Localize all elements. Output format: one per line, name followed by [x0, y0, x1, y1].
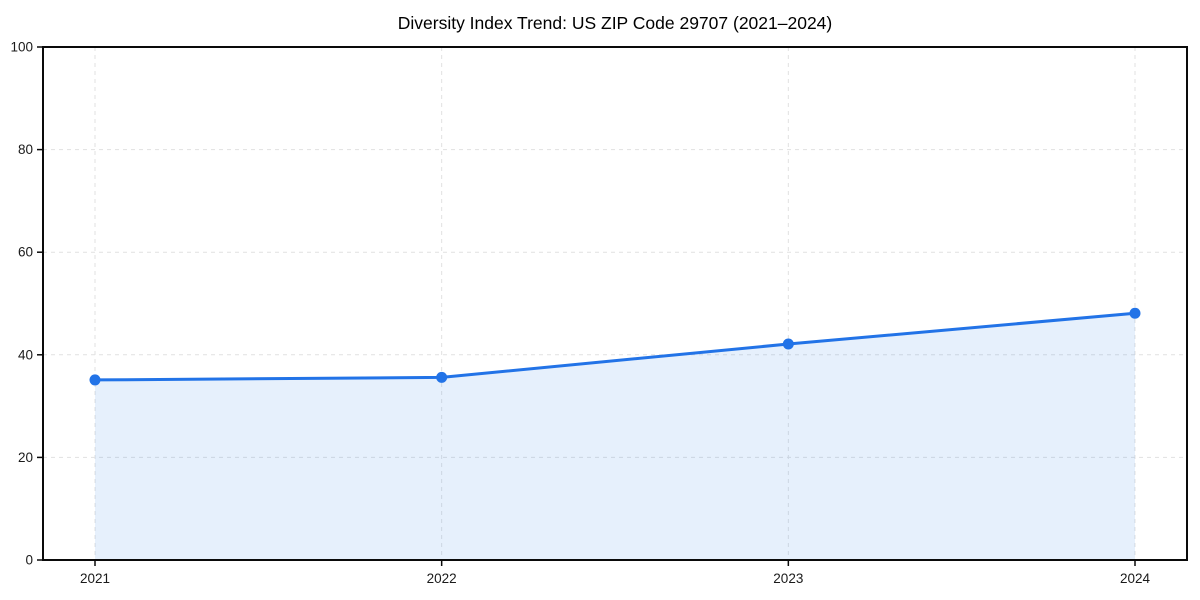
- x-tick-label-2024: 2024: [1120, 571, 1151, 586]
- x-tick-label-2021: 2021: [80, 571, 110, 586]
- chart-title: Diversity Index Trend: US ZIP Code 29707…: [398, 13, 833, 33]
- y-tick-label-0: 0: [25, 553, 33, 568]
- data-point-2024: [1129, 307, 1141, 319]
- data-point-2023: [782, 338, 794, 350]
- x-tick-label-2022: 2022: [427, 571, 457, 586]
- data-point-2022: [436, 371, 448, 383]
- data-point-2021: [89, 374, 101, 386]
- y-tick-label-100: 100: [10, 40, 33, 55]
- x-tick-label-2023: 2023: [773, 571, 803, 586]
- y-tick-label-80: 80: [18, 142, 33, 157]
- y-tick-label-60: 60: [18, 245, 33, 260]
- plot-border: [42, 46, 1188, 561]
- area-fill: [95, 313, 1135, 560]
- trend-line: [93, 311, 1137, 382]
- y-tick-label-40: 40: [18, 347, 33, 362]
- y-tick-label-20: 20: [18, 450, 33, 465]
